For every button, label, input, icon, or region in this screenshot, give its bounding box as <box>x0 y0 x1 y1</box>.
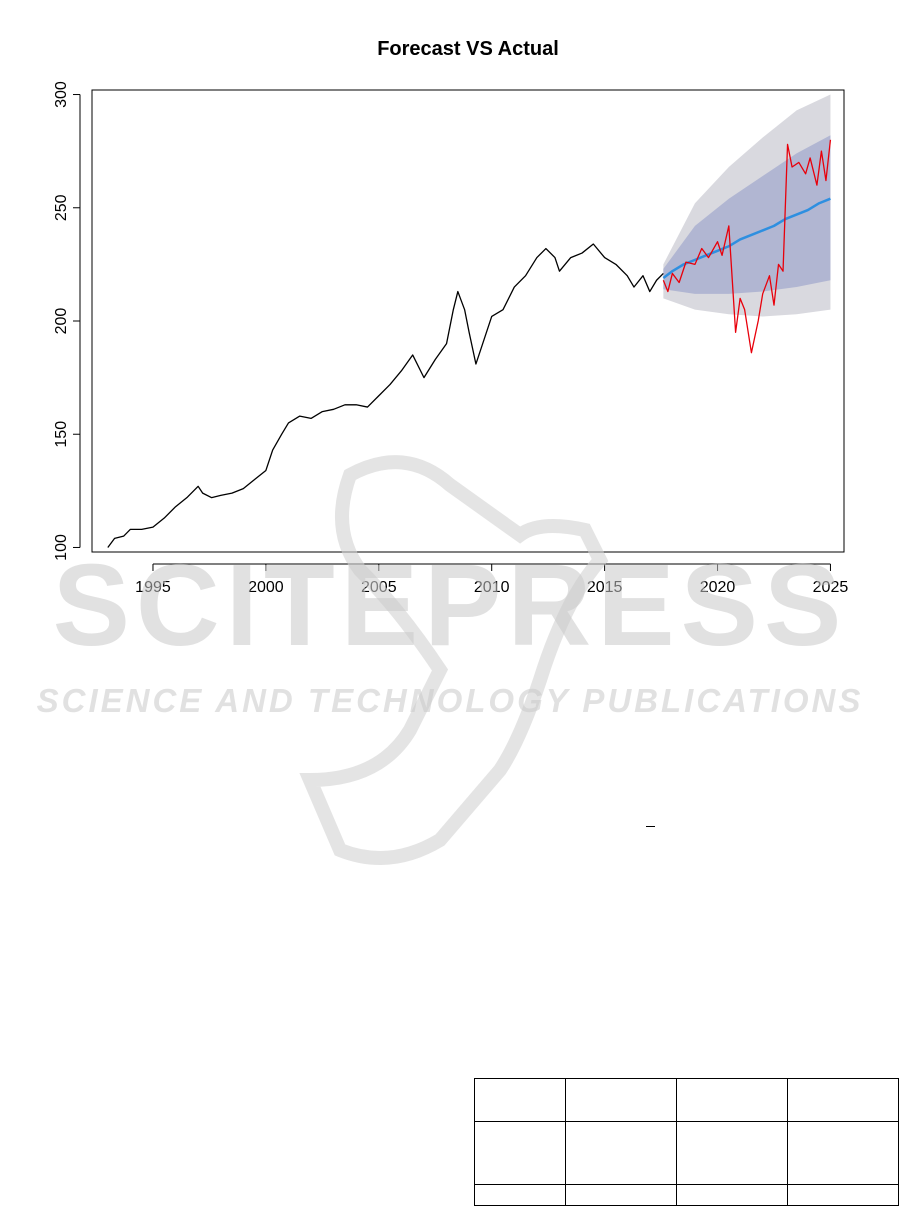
forecast-line <box>662 197 831 279</box>
table-cell <box>474 1121 566 1185</box>
table-cell <box>676 1121 788 1185</box>
x-tick-label: 2015 <box>587 579 623 596</box>
plot-frame <box>91 89 845 553</box>
x-tick-label: 2020 <box>700 579 736 596</box>
x-tick-label: 2005 <box>361 579 397 596</box>
table-row <box>474 1184 899 1206</box>
historical-line <box>107 243 664 548</box>
x-tick-label: 2000 <box>248 579 284 596</box>
partial-table <box>474 1078 899 1206</box>
table-cell <box>474 1184 566 1206</box>
y-axis: 100 150 200 250 300 <box>53 81 81 561</box>
table-cell <box>474 1078 566 1122</box>
table-cell <box>787 1078 899 1122</box>
x-tick-label: 2010 <box>474 579 510 596</box>
series-lines <box>107 139 832 548</box>
table-row <box>474 1121 899 1185</box>
x-tick-label: 1995 <box>135 579 171 596</box>
x-tick-label: 2025 <box>813 579 849 596</box>
forecast-chart: Forecast VS Actual 1995 2000 2005 2010 2015 2… <box>53 38 849 596</box>
table-row <box>474 1078 899 1122</box>
watermark-subtitle: SCIENCE AND TECHNOLOGY PUBLICATIONS <box>37 682 864 719</box>
y-tick-label: 150 <box>53 421 70 448</box>
table-cell <box>787 1121 899 1185</box>
table-cell <box>676 1078 788 1122</box>
x-axis: 1995 2000 2005 2010 2015 2020 2025 <box>135 563 849 596</box>
y-tick-label: 200 <box>53 308 70 335</box>
table-cell <box>565 1121 677 1185</box>
y-tick-label: 300 <box>53 81 70 108</box>
actual-line <box>662 139 832 354</box>
table-cell <box>565 1184 677 1206</box>
y-tick-label: 250 <box>53 194 70 221</box>
table-cell <box>565 1078 677 1122</box>
dash-mark <box>646 826 655 827</box>
y-tick-label: 100 <box>53 534 70 561</box>
confidence-bands <box>663 94 831 317</box>
chart-title: Forecast VS Actual <box>377 38 559 60</box>
table-cell <box>787 1184 899 1206</box>
table-cell <box>676 1184 788 1206</box>
interval-band-80 <box>663 135 831 294</box>
